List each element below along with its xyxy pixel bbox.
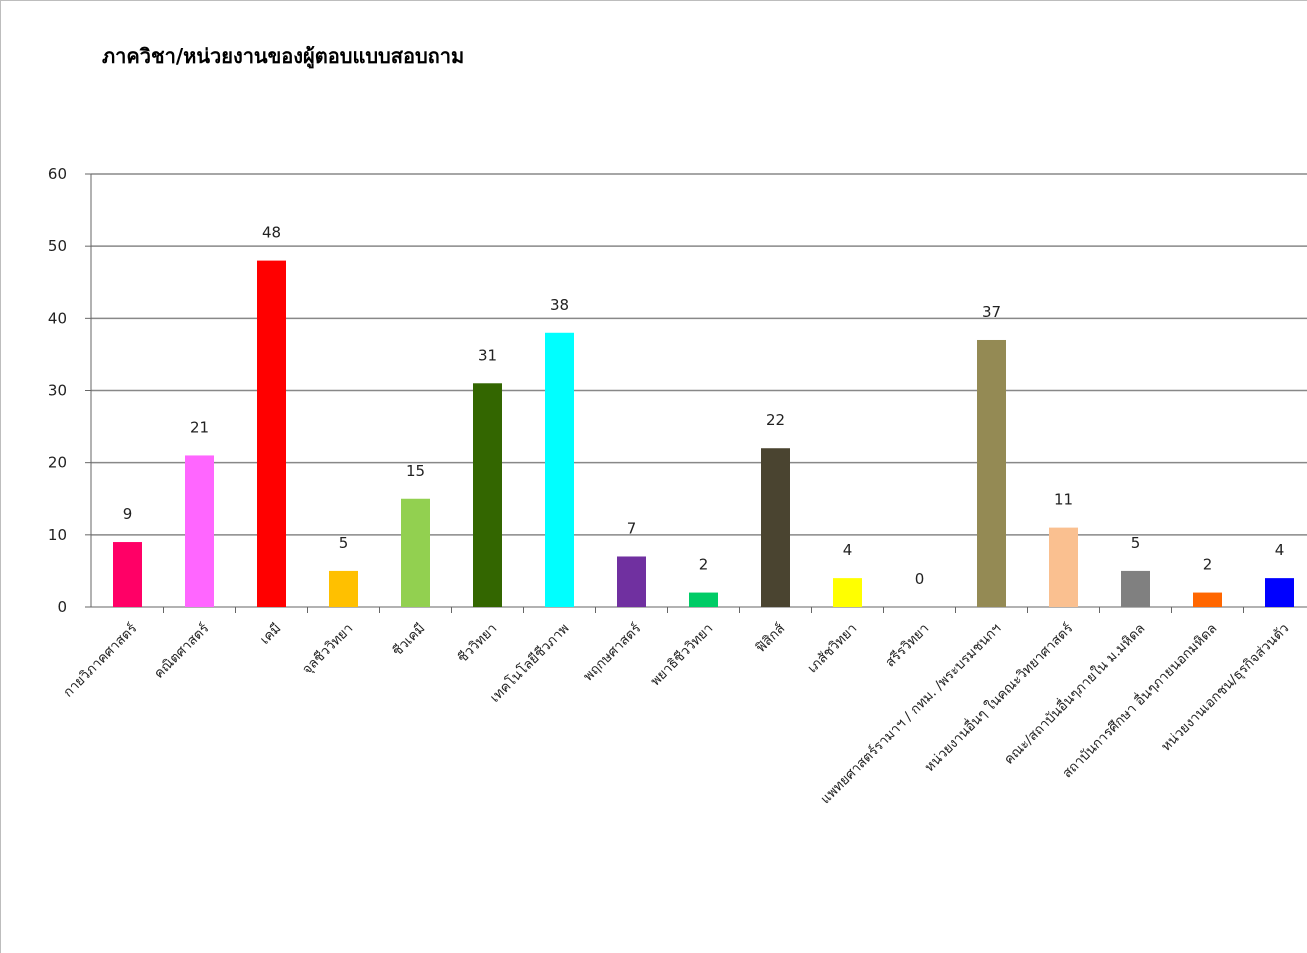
category-label: คณิตศาสตร์ [150, 620, 212, 682]
category-label: จุลชีววิทยา [299, 621, 356, 678]
category-label: ชีววิทยา [455, 621, 501, 667]
data-label: 31 [478, 346, 497, 364]
category-label: พฤกษศาสตร์ [580, 620, 645, 685]
bar [329, 570, 358, 607]
bar [401, 498, 430, 607]
data-label: 38 [550, 296, 569, 314]
bar [113, 542, 142, 607]
bar [257, 260, 286, 607]
category-label: ชีวเคมี [389, 621, 428, 660]
bar [1049, 527, 1078, 607]
bar [689, 592, 718, 607]
data-label: 0 [915, 570, 925, 588]
data-label: 22 [766, 411, 785, 429]
data-label: 5 [339, 534, 349, 552]
data-label: 4 [843, 541, 853, 559]
category-label: สรีรวิทยา [882, 621, 932, 671]
bars [113, 260, 1294, 607]
category-label: พยาธิชีววิทยา [647, 621, 716, 690]
y-tick-label: 20 [48, 454, 67, 472]
data-label: 15 [406, 462, 425, 480]
bar [185, 455, 214, 607]
category-label: ฟิสิกส์ [752, 620, 788, 656]
y-tick-label: 0 [57, 598, 67, 616]
y-tick-label: 10 [48, 526, 67, 544]
gridlines [91, 173, 1307, 536]
data-label: 7 [627, 519, 637, 537]
y-tick-label: 60 [48, 165, 67, 183]
bar [761, 448, 790, 607]
bar [617, 556, 646, 607]
bar [473, 383, 502, 607]
data-label: 48 [262, 224, 281, 242]
category-label: หน่วยงานอื่นๆ ในคณะวิทยาศาสตร์ [920, 619, 1076, 775]
bar [1265, 578, 1294, 607]
category-label: กายวิภาคศาสตร์ [60, 620, 141, 701]
data-label: 37 [982, 303, 1001, 321]
category-label: เภสัชวิทยา [805, 621, 861, 677]
data-label: 21 [190, 418, 209, 436]
category-label: คณะ/สถาบันอื่นๆภายใน ม.มหิดล [1000, 619, 1149, 768]
category-label: หน่วยงานเอกชน/ธุรกิจส่วนตัว [1158, 621, 1292, 755]
bar [833, 578, 862, 607]
data-label: 2 [1203, 556, 1213, 574]
bar [545, 332, 574, 607]
category-label: สถาบันการศึกษา อื่นๆภายนอกมหิดล [1058, 619, 1220, 781]
y-tick-label: 40 [48, 309, 67, 327]
bar [1193, 592, 1222, 607]
bar [1121, 570, 1150, 607]
data-label: 5 [1131, 534, 1141, 552]
category-label: เคมี [257, 621, 284, 648]
chart-title: ภาควิชา/หน่วยงานของผู้ตอบแบบสอบถาม [102, 44, 465, 68]
data-label: 2 [699, 556, 709, 574]
data-label: 9 [123, 505, 133, 523]
y-tick-label: 30 [48, 382, 67, 400]
category-labels: กายวิภาคศาสตร์ คณิตศาสตร์ เคมี จุลชีววิทยา ช… [60, 619, 1293, 807]
data-label: 11 [1054, 491, 1073, 509]
y-tick-label: 50 [48, 237, 67, 255]
data-label: 4 [1275, 541, 1285, 559]
bar [977, 339, 1006, 607]
